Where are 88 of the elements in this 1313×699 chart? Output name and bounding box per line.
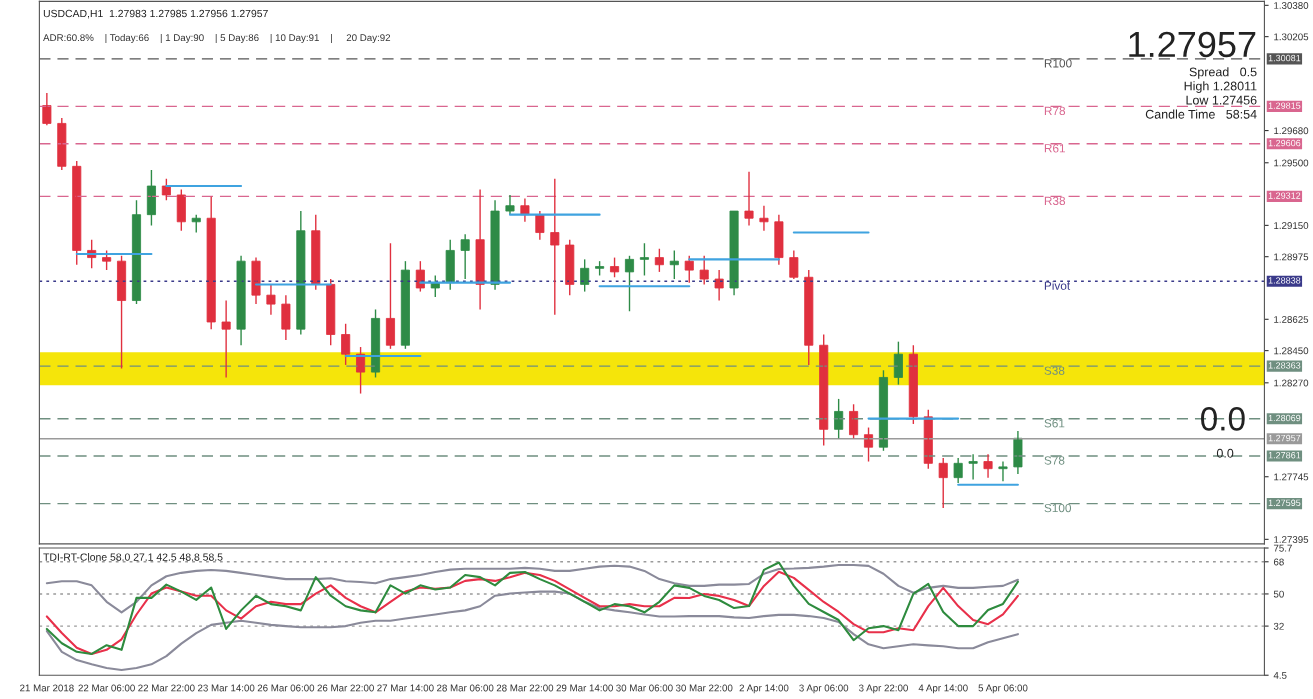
annotation: Spread 0.5 (1189, 67, 1257, 79)
ref-line-label: R61 (1044, 144, 1065, 153)
ref-line-label: R78 (1044, 106, 1066, 116)
y-tick-label: 68 (1273, 558, 1284, 566)
text: 1.28838 (1268, 277, 1301, 284)
ref-line-label: Pivot (1044, 281, 1071, 290)
x-tick-label: 30 Mar 22:00 (675, 684, 733, 692)
x-tick-label: 22 Mar 06:00 (78, 684, 135, 692)
text: 1.29606 (1268, 139, 1301, 147)
candlestick (699, 255, 709, 286)
candlestick (968, 453, 978, 481)
text: 1.29312 (1268, 192, 1301, 199)
candlestick (445, 238, 455, 291)
text: 1.28363 (1268, 362, 1301, 369)
x-tick-label: 22 Mar 22:00 (138, 684, 195, 692)
y-tick-label: 1.28450 (1274, 347, 1309, 355)
y-tick-label: 1.29150 (1274, 222, 1309, 229)
candlestick (341, 323, 351, 366)
text: 1.27861 (1268, 452, 1301, 459)
chart-title: TDI-RT-Clone 58.0 27.1 42.5 48.8 58.5 (43, 553, 223, 561)
x-tick-label: 29 Mar 14:00 (556, 684, 613, 692)
ref-line-label: S78 (1044, 456, 1065, 465)
annotation: 0.0 (1216, 448, 1234, 458)
text: ADR:60.8% | Today:66 | 1 Day:90 | 5 Day:86 | 10 Day:91 | 20 Day:92 (43, 33, 391, 44)
annotation: High 1.28011 (1184, 81, 1257, 93)
x-tick-label: 3 Apr 06:00 (799, 684, 849, 694)
x-tick-label: 26 Mar 22:00 (317, 684, 374, 692)
x-tick-label: 27 Mar 14:00 (377, 684, 434, 692)
candlestick (624, 255, 635, 312)
candlestick (610, 256, 620, 278)
ref-line-label: R38 (1044, 196, 1066, 206)
candlestick (639, 242, 649, 277)
ref-line-label: S61 (1044, 419, 1065, 428)
candlestick (57, 117, 67, 171)
y-tick-label: 32 (1273, 622, 1284, 630)
candlestick (102, 249, 112, 271)
candlestick (789, 249, 799, 280)
y-tick-label: 50 (1273, 590, 1284, 598)
y-tick-label: 4.5 (1273, 672, 1287, 679)
candlestick (311, 213, 321, 291)
y-tick-label: 1.30380 (1274, 2, 1309, 9)
y-tick-label: 1.28625 (1274, 316, 1309, 323)
candlestick (221, 299, 231, 379)
text: USDCAD,H1 1.27983 1.27985 1.27956 1.27957 (43, 9, 268, 19)
x-tick-label: 5 Apr 06:00 (978, 684, 1028, 694)
line-series (45, 563, 1019, 614)
candlestick (684, 255, 694, 284)
y-tick-label: 1.27745 (1274, 473, 1309, 481)
candlestick (998, 460, 1008, 482)
annotation: Candle Time 58:54 (1145, 109, 1257, 119)
x-tick-label: 2 Apr 14:00 (739, 684, 789, 694)
y-tick-label: 1.28975 (1274, 253, 1309, 261)
annotation: Low 1.27456 (1186, 95, 1257, 105)
x-tick-label: 30 Mar 06:00 (616, 684, 673, 692)
ref-line-label: S100 (1044, 503, 1072, 513)
line-series (45, 590, 1019, 672)
candlestick (266, 283, 276, 316)
y-tick-label: 1.27395 (1274, 536, 1309, 543)
text: 1.27957 (1268, 434, 1301, 442)
ref-line-label: S38 (1044, 366, 1065, 375)
candlestick (385, 242, 395, 350)
text: 1.30081 (1268, 54, 1301, 62)
candlestick (281, 294, 291, 341)
text: 1.27595 (1268, 499, 1301, 506)
candlestick (550, 178, 560, 316)
candlestick (505, 194, 515, 216)
ref-line-label: R100 (1044, 59, 1072, 68)
y-tick-label: 1.29500 (1274, 159, 1309, 167)
candlestick (938, 457, 948, 509)
x-tick-label: 28 Mar 06:00 (437, 684, 494, 692)
x-tick-label: 26 Mar 06:00 (257, 684, 315, 692)
y-tick-label: 1.28270 (1274, 379, 1309, 387)
x-tick-label: 3 Apr 22:00 (858, 684, 908, 694)
y-tick-label: 1.30205 (1274, 33, 1309, 41)
y-tick-label: 1.29680 (1274, 127, 1309, 135)
x-tick-label: 21 Mar 2018 (20, 684, 74, 692)
candlestick (460, 233, 470, 280)
x-tick-label: 4 Apr 14:00 (918, 684, 968, 694)
text: 1.29815 (1268, 102, 1301, 109)
text: 1.28069 (1268, 414, 1301, 422)
candlestick (714, 269, 724, 302)
candlestick (565, 238, 575, 296)
candlestick (804, 269, 814, 366)
annotation: 1.27957 (1129, 31, 1256, 58)
candlestick (744, 171, 754, 227)
x-tick-label: 23 Mar 14:00 (197, 684, 255, 692)
y-tick-label: 75.7 (1273, 544, 1292, 552)
x-tick-label: 28 Mar 22:00 (496, 684, 554, 692)
